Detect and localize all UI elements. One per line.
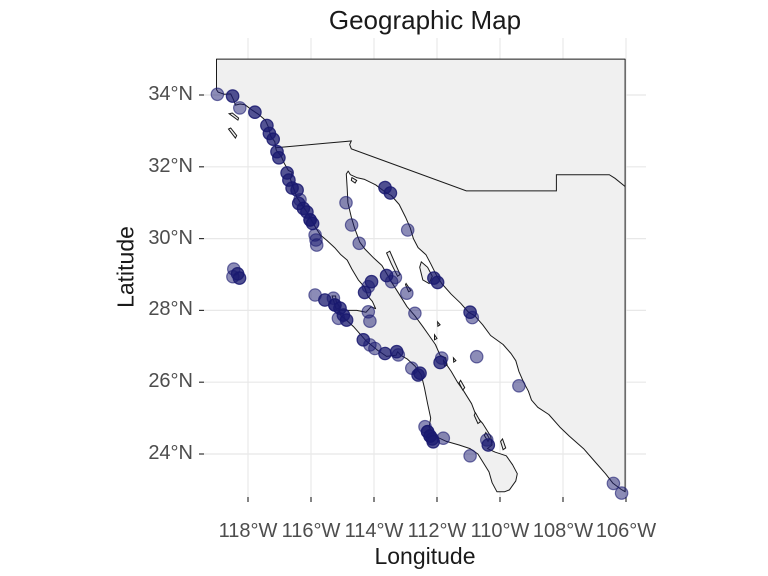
x-tick-label: 110°W [470, 520, 530, 542]
island-outline [458, 379, 466, 392]
data-point [391, 348, 406, 362]
island-outline [436, 320, 441, 328]
island-outline [434, 333, 438, 341]
data-point [339, 195, 353, 210]
y-tick-label: 34°N [148, 83, 193, 106]
data-point [433, 355, 447, 370]
island-outline [500, 437, 507, 451]
x-tick-label: 118°W [218, 520, 278, 542]
data-point [364, 274, 379, 289]
data-point [465, 310, 480, 325]
y-tick-label: 30°N [148, 226, 193, 249]
data-point [388, 270, 403, 285]
data-point [399, 286, 414, 300]
data-point [469, 349, 484, 364]
data-point [344, 218, 359, 232]
data-point [436, 431, 451, 445]
data-point [512, 378, 526, 393]
island-outline [227, 127, 238, 140]
x-axis-title: Longitude [374, 543, 476, 569]
data-point [363, 314, 377, 328]
y-tick-label: 28°N [148, 298, 193, 321]
y-tick-label: 24°N [148, 442, 193, 465]
data-point [606, 476, 621, 491]
data-point [266, 132, 280, 146]
data-point [430, 275, 445, 290]
x-tick-label: 106°W [595, 520, 657, 542]
data-point [463, 448, 477, 463]
island-outline [473, 411, 482, 425]
plot-title: Geographic Map [328, 5, 522, 35]
island-outline [350, 176, 358, 184]
data-point [210, 87, 225, 102]
data-point [309, 238, 324, 252]
data-point [248, 105, 262, 119]
country-border-line [275, 140, 626, 192]
data-point [413, 366, 427, 380]
data-point [226, 269, 240, 284]
data-point [352, 236, 366, 251]
data-point [339, 313, 354, 327]
data-point [400, 223, 415, 237]
data-point [225, 89, 240, 103]
data-point [383, 186, 398, 200]
island-outline [227, 112, 240, 121]
data-point [305, 216, 320, 231]
data-point [378, 346, 392, 361]
x-tick-label: 108°W [532, 520, 594, 542]
data-point [614, 486, 629, 500]
island-outline [452, 356, 457, 363]
data-point [233, 101, 247, 115]
x-tick-label: 114°W [344, 520, 404, 542]
data-point [481, 438, 496, 452]
data-point [408, 306, 422, 321]
data-point [272, 151, 286, 165]
y-axis-title: Latitude [112, 226, 139, 308]
x-tick-label: 112°W [407, 520, 467, 542]
x-tick-label: 116°W [281, 520, 341, 542]
y-tick-label: 32°N [148, 154, 193, 177]
y-tick-label: 26°N [148, 370, 193, 393]
